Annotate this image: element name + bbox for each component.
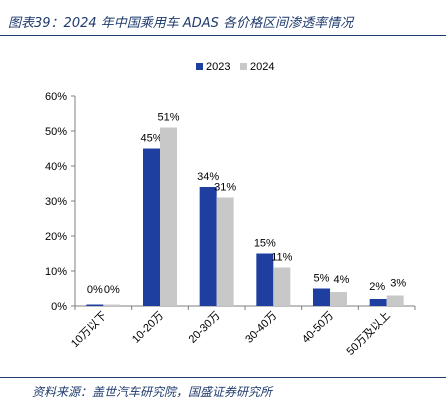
x-tick-label: 10万以下 bbox=[69, 310, 109, 350]
title-rule bbox=[0, 35, 446, 36]
data-label: 0% bbox=[87, 284, 103, 296]
data-label: 0% bbox=[104, 284, 120, 296]
x-tick-label: 40-50万 bbox=[300, 310, 336, 346]
x-tick-label: 50万及以上 bbox=[344, 309, 393, 358]
chart-title: 图表39：2024 年中国乘用车 ADAS 各价格区间渗透率情况 bbox=[8, 16, 354, 31]
bar-2024 bbox=[103, 304, 121, 306]
data-label: 34% bbox=[197, 171, 219, 183]
y-tick-label: 30% bbox=[45, 196, 67, 208]
legend-swatch-2023 bbox=[196, 63, 203, 70]
y-tick-label: 20% bbox=[45, 231, 67, 243]
x-tick-label: 10-20万 bbox=[130, 310, 166, 346]
bar-2024 bbox=[386, 295, 404, 306]
y-tick-label: 0% bbox=[51, 301, 67, 313]
data-label: 5% bbox=[314, 273, 330, 285]
data-label: 3% bbox=[390, 278, 406, 290]
legend-label: 2023 bbox=[206, 61, 230, 73]
bar-2024 bbox=[330, 292, 347, 306]
bar-2023 bbox=[143, 148, 160, 306]
source-note: 资料来源：盖世汽车研究院，国盛证券研究所 bbox=[32, 385, 273, 399]
data-label: 51% bbox=[157, 112, 179, 124]
legend-swatch-2024 bbox=[240, 63, 247, 70]
y-tick-label: 10% bbox=[45, 266, 67, 278]
data-label: 2% bbox=[369, 281, 385, 293]
y-tick-label: 60% bbox=[45, 91, 67, 103]
data-label: 11% bbox=[271, 252, 292, 264]
y-tick-label: 50% bbox=[45, 126, 67, 138]
bar-2023 bbox=[199, 187, 217, 306]
y-tick-label: 40% bbox=[45, 161, 67, 173]
data-label: 15% bbox=[254, 238, 276, 250]
bar-2023 bbox=[86, 304, 104, 306]
bar-2024 bbox=[160, 127, 177, 306]
bar-2024 bbox=[273, 267, 291, 306]
data-label: 31% bbox=[214, 182, 236, 194]
x-tick-label: 20-30万 bbox=[187, 310, 223, 346]
source-rule bbox=[0, 377, 446, 378]
bar-2023 bbox=[313, 288, 330, 306]
bar-2023 bbox=[369, 299, 387, 306]
data-label: 45% bbox=[140, 133, 162, 145]
x-tick-label: 30-40万 bbox=[243, 310, 279, 346]
bar-2024 bbox=[216, 197, 234, 306]
bar-2023 bbox=[256, 253, 274, 306]
legend-label: 2024 bbox=[250, 61, 274, 73]
data-label: 4% bbox=[334, 274, 350, 286]
